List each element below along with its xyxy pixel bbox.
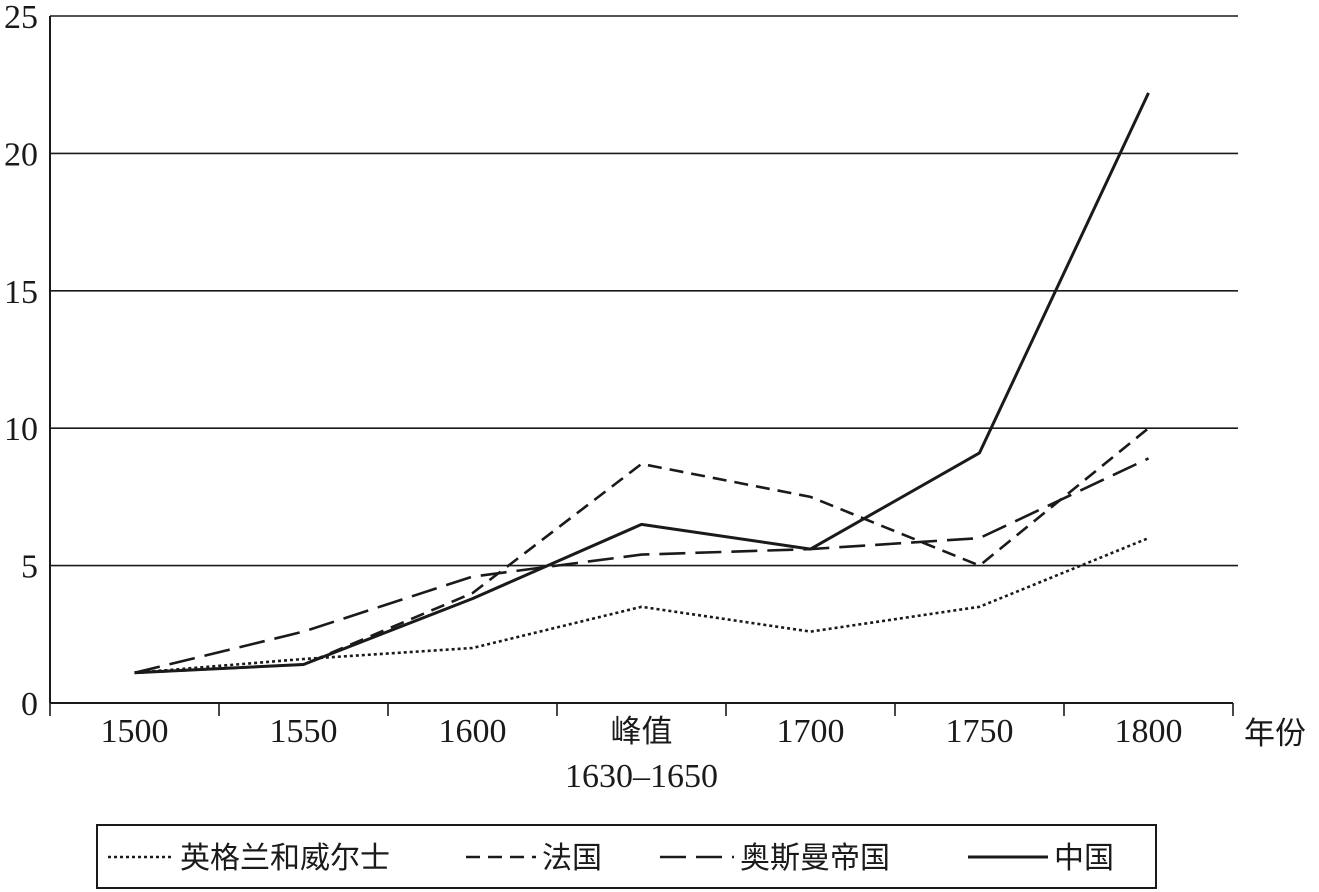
legend-label: 奥斯曼帝国 [740,841,890,876]
series-lines [134,92,1150,675]
y-tick-label: 25 [4,0,38,36]
y-tick-label: 5 [21,549,38,586]
x-tick-label: 1700 [777,713,845,750]
x-tick-label: 1630–1650 [565,758,718,795]
x-tick-label: 1800 [1115,713,1183,750]
legend-box [96,824,1157,889]
x-tick-labels: 1500 1550 1600 峰值 1630–1650 1700 1750 1800 [49,703,1234,795]
gridlines [50,15,1238,567]
x-tick-label: 1500 [101,713,169,750]
x-tick-label: 1550 [270,713,338,750]
legend: 英格兰和威尔士 法国 奥斯曼帝国 中国 [96,824,1157,889]
series-line [134,92,1150,675]
x-tick-label: 1600 [439,713,507,750]
legend-label: 中国 [1054,841,1114,876]
series-line [134,457,1150,675]
y-tick-labels: 0 5 10 15 20 25 [4,0,38,723]
y-tick-label: 10 [4,411,38,448]
axes [49,16,1233,704]
series-line [134,536,1149,675]
x-tick-label: 1750 [946,713,1014,750]
y-tick-label: 15 [4,274,38,311]
x-axis-label: 年份 [1244,716,1306,752]
legend-label: 法国 [542,841,602,876]
y-tick-label: 20 [4,136,38,173]
legend-label: 英格兰和威尔士 [180,841,390,876]
y-tick-label: 0 [21,686,38,723]
x-tick-label: 峰值 [611,714,673,750]
